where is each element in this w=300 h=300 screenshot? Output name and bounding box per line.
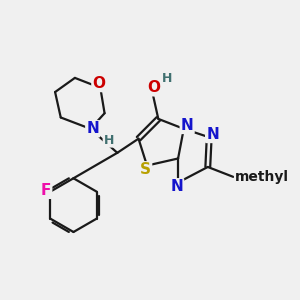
Text: H: H bbox=[162, 72, 172, 85]
Text: H: H bbox=[103, 134, 114, 147]
Text: N: N bbox=[181, 118, 194, 133]
Text: O: O bbox=[92, 76, 105, 91]
Text: S: S bbox=[140, 162, 151, 177]
Text: methyl: methyl bbox=[235, 170, 289, 184]
Text: N: N bbox=[206, 127, 219, 142]
Text: N: N bbox=[170, 179, 183, 194]
Text: O: O bbox=[148, 80, 160, 95]
Text: N: N bbox=[86, 121, 99, 136]
Text: F: F bbox=[41, 183, 51, 198]
